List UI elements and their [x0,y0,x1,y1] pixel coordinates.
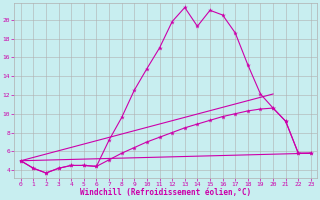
X-axis label: Windchill (Refroidissement éolien,°C): Windchill (Refroidissement éolien,°C) [80,188,252,197]
